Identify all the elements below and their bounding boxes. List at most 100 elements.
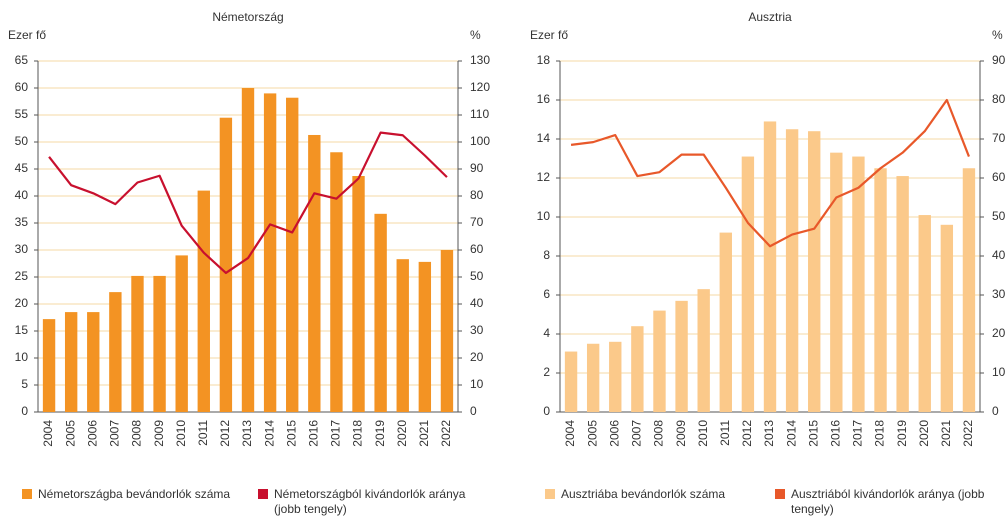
x-tick-label: 2019 [895, 420, 909, 447]
bar [609, 341, 622, 412]
y-tick-label: 2 [543, 365, 550, 379]
x-tick-label: 2010 [174, 420, 188, 447]
y-tick-label: 50 [15, 134, 29, 148]
bar [241, 88, 255, 412]
x-tick-label: 2020 [917, 420, 931, 447]
y2-tick-label: 100 [470, 134, 490, 148]
bar [219, 117, 233, 412]
x-tick-label: 2015 [806, 420, 820, 447]
bar [763, 121, 777, 412]
x-tick-label: 2008 [130, 420, 144, 447]
y2-tick-label: 40 [470, 296, 484, 310]
y-tick-label: 4 [543, 326, 550, 340]
y2-tick-label: 30 [992, 287, 1006, 301]
bar [896, 176, 909, 412]
x-tick-label: 2013 [240, 420, 254, 447]
y2-tick-label: 0 [992, 404, 999, 418]
x-tick-label: 2006 [607, 420, 621, 447]
legend-swatch [258, 489, 268, 499]
x-tick-label: 2011 [196, 420, 210, 446]
y2-tick-label: 10 [470, 377, 484, 391]
legend-label: Ausztriába bevándorlók száma [561, 487, 726, 501]
x-tick-label: 2007 [108, 420, 122, 447]
y2-tick-label: 60 [992, 170, 1006, 184]
y-tick-label: 0 [543, 404, 550, 418]
bar [852, 156, 865, 412]
chart-title: Ausztria [748, 10, 792, 24]
bar [308, 134, 321, 413]
y2-tick-label: 90 [470, 161, 484, 175]
y-tick-label: 0 [21, 404, 28, 418]
x-tick-label: 2018 [873, 420, 887, 447]
bar [131, 275, 144, 412]
y2-tick-label: 130 [470, 53, 490, 67]
line [48, 131, 448, 275]
y2-tick-label: 0 [470, 404, 477, 418]
x-tick-label: 2008 [652, 420, 666, 447]
y-tick-label: 10 [15, 350, 29, 364]
legend-label: Ausztriából kivándorlók aránya (jobb ten… [791, 487, 985, 516]
y2-axis-label: % [992, 28, 1003, 42]
x-tick-label: 2014 [784, 420, 798, 447]
x-tick-label: 2005 [585, 420, 599, 447]
y-tick-label: 10 [537, 209, 551, 223]
y2-tick-label: 10 [992, 365, 1006, 379]
bar [87, 312, 100, 412]
x-tick-label: 2007 [630, 420, 644, 447]
y2-tick-label: 20 [992, 326, 1006, 340]
x-tick-label: 2015 [284, 420, 298, 447]
bar [586, 343, 600, 412]
y2-tick-label: 90 [992, 53, 1006, 67]
x-tick-label: 2021 [417, 420, 431, 447]
legend-label: Németországba bevándorlók száma [38, 487, 231, 501]
bar [962, 168, 976, 412]
bar [940, 224, 954, 412]
y-tick-label: 14 [537, 131, 551, 145]
x-tick-label: 2012 [218, 420, 232, 447]
bar [286, 97, 299, 412]
bar [918, 215, 931, 412]
bar [374, 213, 387, 412]
x-tick-label: 2004 [563, 420, 577, 447]
bar [263, 93, 277, 413]
bar [785, 129, 799, 412]
x-tick-label: 2018 [351, 420, 365, 447]
y2-tick-label: 110 [470, 107, 489, 121]
legend-swatch [22, 489, 32, 499]
y-tick-label: 16 [537, 92, 551, 106]
x-tick-label: 2019 [373, 420, 387, 447]
bar [697, 289, 710, 412]
x-tick-label: 2016 [828, 420, 842, 447]
bar [153, 275, 166, 412]
y-tick-label: 18 [537, 53, 551, 67]
bar [564, 351, 578, 412]
x-tick-label: 2006 [85, 420, 99, 447]
legend-label: Németországból kivándorlók aránya (jobb … [274, 487, 466, 516]
bar [719, 232, 732, 412]
x-tick-label: 2012 [740, 420, 754, 447]
bar [352, 176, 365, 412]
y-tick-label: 12 [537, 170, 551, 184]
y2-tick-label: 50 [470, 269, 484, 283]
x-tick-label: 2022 [961, 420, 975, 447]
y-tick-label: 5 [21, 377, 28, 391]
line [570, 98, 970, 248]
x-tick-label: 2016 [306, 420, 320, 447]
x-tick-label: 2021 [939, 420, 953, 447]
legend-item: Ausztriából kivándorlók aránya (jobb ten… [775, 487, 985, 517]
y2-tick-label: 80 [470, 188, 484, 202]
bar [396, 259, 409, 412]
bar [64, 312, 78, 412]
y2-tick-label: 70 [992, 131, 1006, 145]
y-tick-label: 65 [15, 53, 29, 67]
chart-title: Németország [212, 10, 283, 24]
legend-item: Németországba bevándorlók száma [22, 487, 230, 502]
y-tick-label: 30 [15, 242, 29, 256]
legend-item: Ausztriába bevándorlók száma [545, 487, 725, 502]
y2-tick-label: 20 [470, 350, 484, 364]
y-tick-label: 8 [543, 248, 550, 262]
x-tick-label: 2004 [41, 420, 55, 447]
legend-item: Németországból kivándorlók aránya (jobb … [258, 487, 468, 517]
